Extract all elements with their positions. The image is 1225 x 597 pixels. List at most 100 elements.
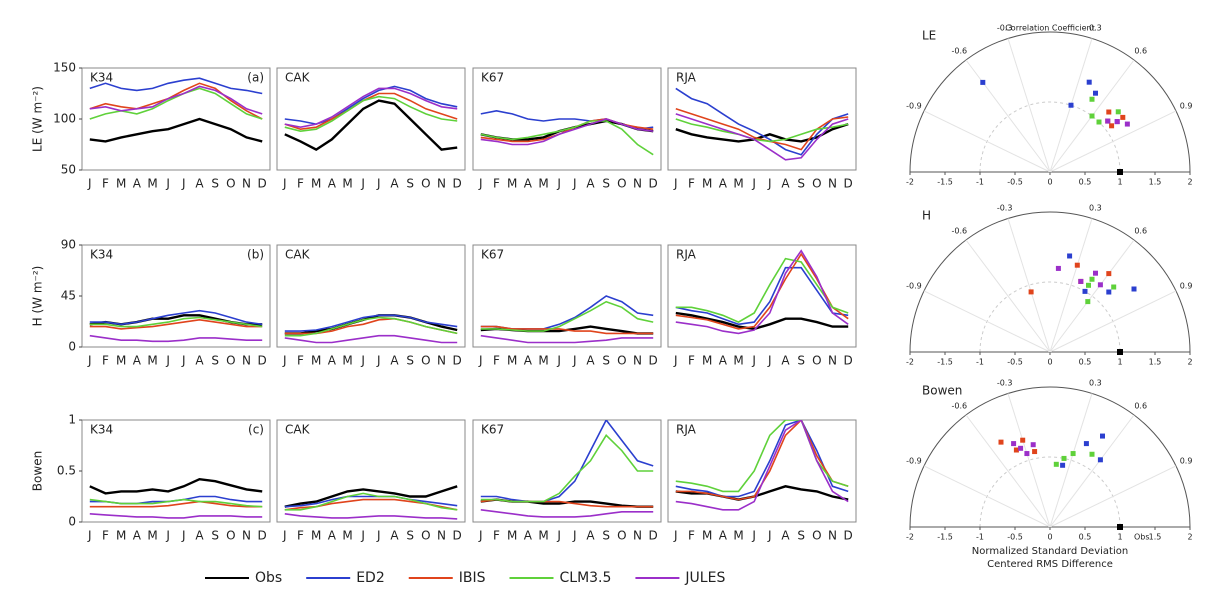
taylor-point [1067,253,1073,259]
x-tick-label: S [602,354,610,368]
x-tick-label: S [406,529,414,543]
x-tick-label: -0.5 [1007,358,1023,367]
x-tick-label: N [242,529,251,543]
legend-label: CLM3.5 [560,570,612,586]
corr-tick-label: -0.9 [906,102,922,111]
corr-tick-label: -0.3 [997,378,1013,387]
x-tick-label: S [211,529,219,543]
x-tick-label: 1.5 [1149,178,1162,187]
x-tick-label: 2 [1187,178,1192,187]
corr-grid-line [1049,465,1177,528]
x-tick-label: N [633,529,642,543]
taylor-point [1078,278,1084,284]
x-tick-label: -1.5 [937,358,953,367]
legend-label: JULES [684,570,725,586]
legend-label: ED2 [356,570,385,586]
corr-tick-label: -0.9 [906,457,922,466]
panel-label: (b) [247,248,264,262]
y-tick-label: 50 [61,163,76,177]
x-tick-label: A [328,177,337,191]
taylor-point [1111,284,1117,290]
x-tick-label: D [258,354,267,368]
taylor-point [1096,119,1102,125]
series-line [284,314,458,332]
corr-tick-label: -0.3 [997,23,1013,32]
x-tick-label: M [538,529,548,543]
series-line [89,318,263,330]
panel-title: RJA [676,71,697,85]
x-tick-label: J [572,177,577,191]
x-tick-label: M [507,177,517,191]
x-tick-label: M [733,354,743,368]
x-tick-label: A [781,529,790,543]
series-line [284,95,458,133]
series-line [284,87,458,129]
x-tick-label: S [602,177,610,191]
panel-title: K67 [481,423,504,437]
taylor-point [1030,442,1036,448]
x-tick-label: O [226,529,235,543]
panel-frame [472,419,662,523]
taylor-point [1011,441,1017,447]
corr-grid-line [965,239,1051,353]
y-tick-label: 45 [61,289,76,303]
taylor-point [1120,114,1126,120]
x-tick-label: J [376,177,381,191]
x-tick-label: A [195,529,204,543]
x-tick-label: M [507,529,517,543]
x-tick-label: M [147,529,157,543]
x-tick-label: A [719,354,728,368]
taylor-point [1020,437,1026,443]
x-tick-label: 1.5 [1149,358,1162,367]
panel-title: K34 [90,248,113,262]
x-tick-label: S [797,529,805,543]
taylor-point [1109,123,1115,129]
corr-tick-label: -0.6 [951,227,967,236]
x-tick-label: 2 [1187,533,1192,542]
x-tick-label: A [133,177,142,191]
x-tick-label: S [797,177,805,191]
x-tick-label: D [649,354,658,368]
corr-grid-line [1049,393,1093,528]
x-tick-label: D [453,177,462,191]
corr-grid-line [1007,218,1051,353]
panel-title: K34 [90,423,113,437]
x-tick-label: M [342,354,352,368]
x-tick-label: F [493,177,500,191]
taylor-point [1106,109,1112,115]
x-tick-label: J [181,354,186,368]
x-tick-label: O [421,529,430,543]
y-tick-label: 0 [68,340,76,354]
taylor-point [1106,271,1112,277]
x-tick-label: N [828,354,837,368]
x-tick-label: J [87,529,92,543]
taylor-point [1086,79,1092,85]
corr-grid-line [1049,414,1135,528]
series-line [480,120,654,156]
x-tick-label: J [767,177,772,191]
panel-frame [667,67,857,171]
x-axis-label: Normalized Standard Deviation [972,546,1128,557]
x-tick-label: O [617,177,626,191]
x-tick-label: J [87,354,92,368]
series-line [284,495,458,508]
taylor-point [1028,289,1034,295]
corr-grid-line [1007,393,1051,528]
series-line [284,316,458,337]
x-tick-label: J [673,354,678,368]
x-tick-label: -2 [906,178,914,187]
taylor-point [1074,262,1080,268]
series-line [284,85,458,125]
series-line [89,82,263,120]
x-tick-label: N [437,529,446,543]
x-tick-label: N [437,177,446,191]
x-tick-label: N [633,354,642,368]
ref-point [1117,169,1123,175]
corr-grid-line [965,59,1051,173]
taylor-title: LE [922,29,936,43]
series-line [675,87,849,156]
taylor-point [1053,461,1059,467]
x-tick-label: J [376,529,381,543]
x-tick-label: A [781,354,790,368]
